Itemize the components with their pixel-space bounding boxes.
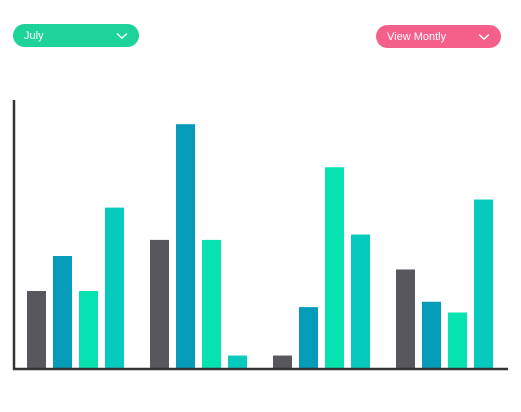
bar-g1-s3 bbox=[79, 290, 98, 369]
bar-g3-s2 bbox=[299, 307, 318, 369]
bar-g3-s3 bbox=[325, 167, 344, 369]
bars-group bbox=[27, 124, 493, 370]
bar-g4-s3 bbox=[448, 312, 467, 369]
bar-g3-s1 bbox=[273, 355, 292, 369]
bar-g1-s4 bbox=[105, 207, 124, 369]
chevron-down-icon bbox=[115, 31, 129, 41]
bar-g2-s3 bbox=[202, 239, 221, 369]
month-select-value: July bbox=[24, 29, 44, 42]
bar-g3-s4 bbox=[351, 234, 370, 369]
month-select[interactable]: July bbox=[13, 24, 139, 47]
view-select[interactable]: View Montly bbox=[376, 25, 501, 48]
bar-g4-s2 bbox=[422, 301, 441, 369]
bar-g1-s2 bbox=[53, 256, 72, 369]
bar-g4-s1 bbox=[396, 269, 415, 369]
chevron-down-icon bbox=[477, 32, 491, 42]
bar-g2-s1 bbox=[150, 239, 169, 369]
view-select-value: View Montly bbox=[387, 30, 447, 43]
bar-g2-s2 bbox=[176, 124, 195, 370]
bar-g1-s1 bbox=[27, 290, 46, 369]
bar-g4-s4 bbox=[474, 199, 493, 369]
bar-g2-s4 bbox=[228, 355, 247, 369]
